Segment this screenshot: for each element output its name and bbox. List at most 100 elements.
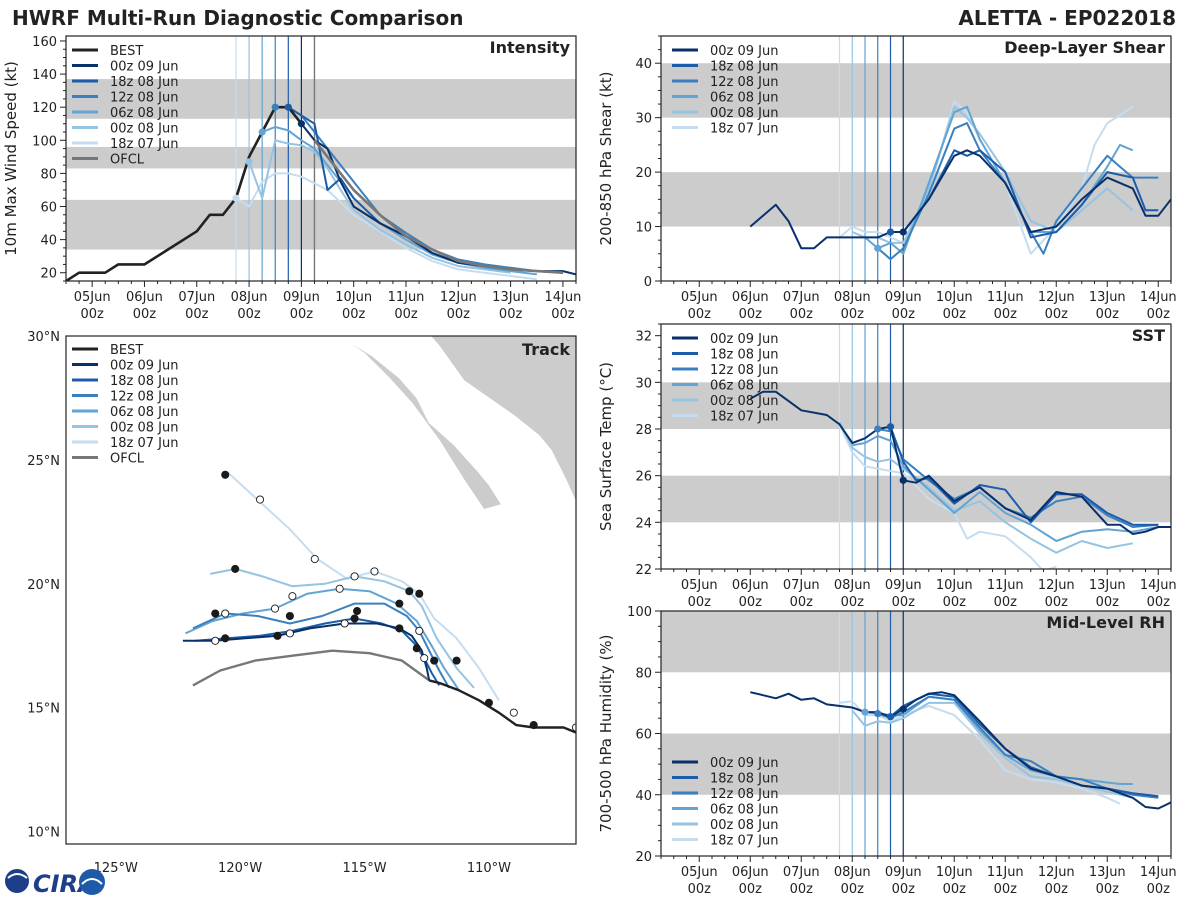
track-xtick-label: 115°W [342,861,386,876]
intensity-xtick-label: 00z [290,307,314,322]
rh-xtick-label: 00z [1096,882,1120,897]
shear-xtick-label: 00z [739,307,763,322]
intensity-series-group [66,103,576,281]
rh-xtick-label: 00z [1045,882,1069,897]
shear-xtick-label: 08Jun [834,290,871,305]
rh-xtick-label: 06Jun [732,865,769,880]
intensity-xtick-label: 00z [447,307,471,322]
shear-ytick-label: 0 [644,275,652,290]
intensity-legend-label: BEST [110,44,143,59]
intensity-marker [258,128,266,136]
intensity-ytick-label: 80 [40,167,57,182]
shear-xtick-label: 09Jun [885,290,922,305]
track-marker [231,564,240,573]
shear-xtick-label: 00z [943,307,967,322]
track-marker [350,572,359,581]
shear-ytick-label: 10 [635,221,652,236]
intensity-legend-label: OFCL [110,153,145,168]
sst-ytick-label: 24 [635,516,652,531]
sst-series-line [852,435,1159,542]
rh-xtick-label: 00z [1147,882,1171,897]
intensity-ytick-label: 160 [32,35,57,50]
rh-panel: 05Jun 00z 06Jun 00z 07Jun 00z 08Jun 00z 09Jun 00z… [597,605,1177,897]
rh-xtick-label: 10Jun [936,865,973,880]
track-marker [221,634,230,643]
intensity-legend-label: 00z 09 Jun [110,60,179,75]
rh-series-group [750,691,1171,810]
track-ytick-label: 30°N [27,330,60,345]
track-legend-label: 00z 08 Jun [110,421,179,436]
intensity-ytick-label: 100 [32,134,57,149]
track-legend-label: OFCL [110,452,145,467]
rh-panel-title: Mid-Level RH [1046,613,1165,632]
shear-xtick-label: 14Jun [1140,290,1177,305]
shear-xtick-label: 00z [790,307,814,322]
track-marker [285,629,294,638]
rh-xtick-label: 14Jun [1140,865,1177,880]
rh-xtick-label: 00z [994,882,1018,897]
intensity-series-line [66,105,303,281]
sst-xtick-label: 14Jun [1140,578,1177,593]
intensity-xtick-label: 13Jun [492,290,529,305]
sst-xtick-label: 00z [739,595,763,610]
rh-xtick-label: 00z [790,882,814,897]
track-marker [350,614,359,623]
track-marker [288,592,297,601]
track-ytick-label: 20°N [27,578,60,593]
track-marker [509,708,518,717]
sst-series-line [889,426,1159,526]
intensity-ytick-label: 140 [32,68,57,83]
track-marker [270,604,280,613]
intensity-legend-label: 06z 08 Jun [110,106,179,121]
rh-ylabel: 700-500 hPa Humidity (%) [597,634,615,832]
intensity-xtick-label: 00z [394,307,418,322]
track-marker [370,567,379,576]
intensity-legend-label: 18z 08 Jun [110,75,179,90]
track-line [210,567,475,689]
rh-legend-label: 18z 07 Jun [710,834,779,849]
sst-legend-label: 12z 08 Jun [710,363,779,378]
track-marker [395,599,404,608]
intensity-xtick-label: 00z [551,307,575,322]
sst-ytick-label: 32 [635,330,652,345]
shear-legend-label: 06z 08 Jun [710,91,779,106]
shear-band [661,63,1171,118]
sst-legend-label: 18z 07 Jun [710,410,779,425]
sst-xtick-label: 00z [688,595,712,610]
logo-badge-swoosh-icon [81,878,103,885]
shear-ytick-label: 30 [635,112,652,127]
sst-legend-label: 00z 08 Jun [710,394,779,409]
intensity-ytick-label: 40 [40,234,57,249]
rh-xtick-label: 11Jun [987,865,1024,880]
intensity-xtick-label: 07Jun [178,290,215,305]
sst-panel: 05Jun 00z 06Jun 00z 07Jun 00z 08Jun 00z 09Jun 00z… [597,323,1177,610]
sst-xtick-label: 10Jun [936,578,973,593]
rh-xtick-label: 00z [892,882,916,897]
shear-marker [874,244,882,252]
rh-band [661,733,1171,795]
track-marker [415,626,424,635]
rh-xtick-label: 05Jun [681,865,718,880]
intensity-series-line [313,139,563,274]
rh-xtick-label: 09Jun [885,865,922,880]
intensity-panel: 05Jun 00z 06Jun 00z 07Jun 00z 08Jun 00z 09Jun 00z… [2,35,581,322]
sst-marker [874,425,882,433]
rh-legend-label: 18z 08 Jun [710,772,779,787]
track-marker [395,624,404,633]
intensity-xtick-label: 05Jun [74,290,111,305]
track-ytick-label: 10°N [27,826,60,841]
intensity-marker [245,158,253,166]
sst-xtick-label: 00z [994,595,1018,610]
sst-series-group [749,390,1171,569]
shear-xtick-label: 12Jun [1038,290,1075,305]
rh-legend-label: 12z 08 Jun [710,787,779,802]
rh-ytick-label: 60 [635,728,652,743]
sst-xtick-label: 09Jun [885,578,922,593]
shear-panel: 05Jun 00z 06Jun 00z 07Jun 00z 08Jun 00z 09Jun 00z… [597,35,1177,322]
track-legend-label: BEST [110,343,143,358]
sst-xtick-label: 00z [1045,595,1069,610]
intensity-ylabel: 10m Max Wind Speed (kt) [2,61,20,256]
intensity-ytick-label: 20 [40,267,57,282]
track-ytick-label: 25°N [27,454,60,469]
sst-xtick-label: 00z [790,595,814,610]
